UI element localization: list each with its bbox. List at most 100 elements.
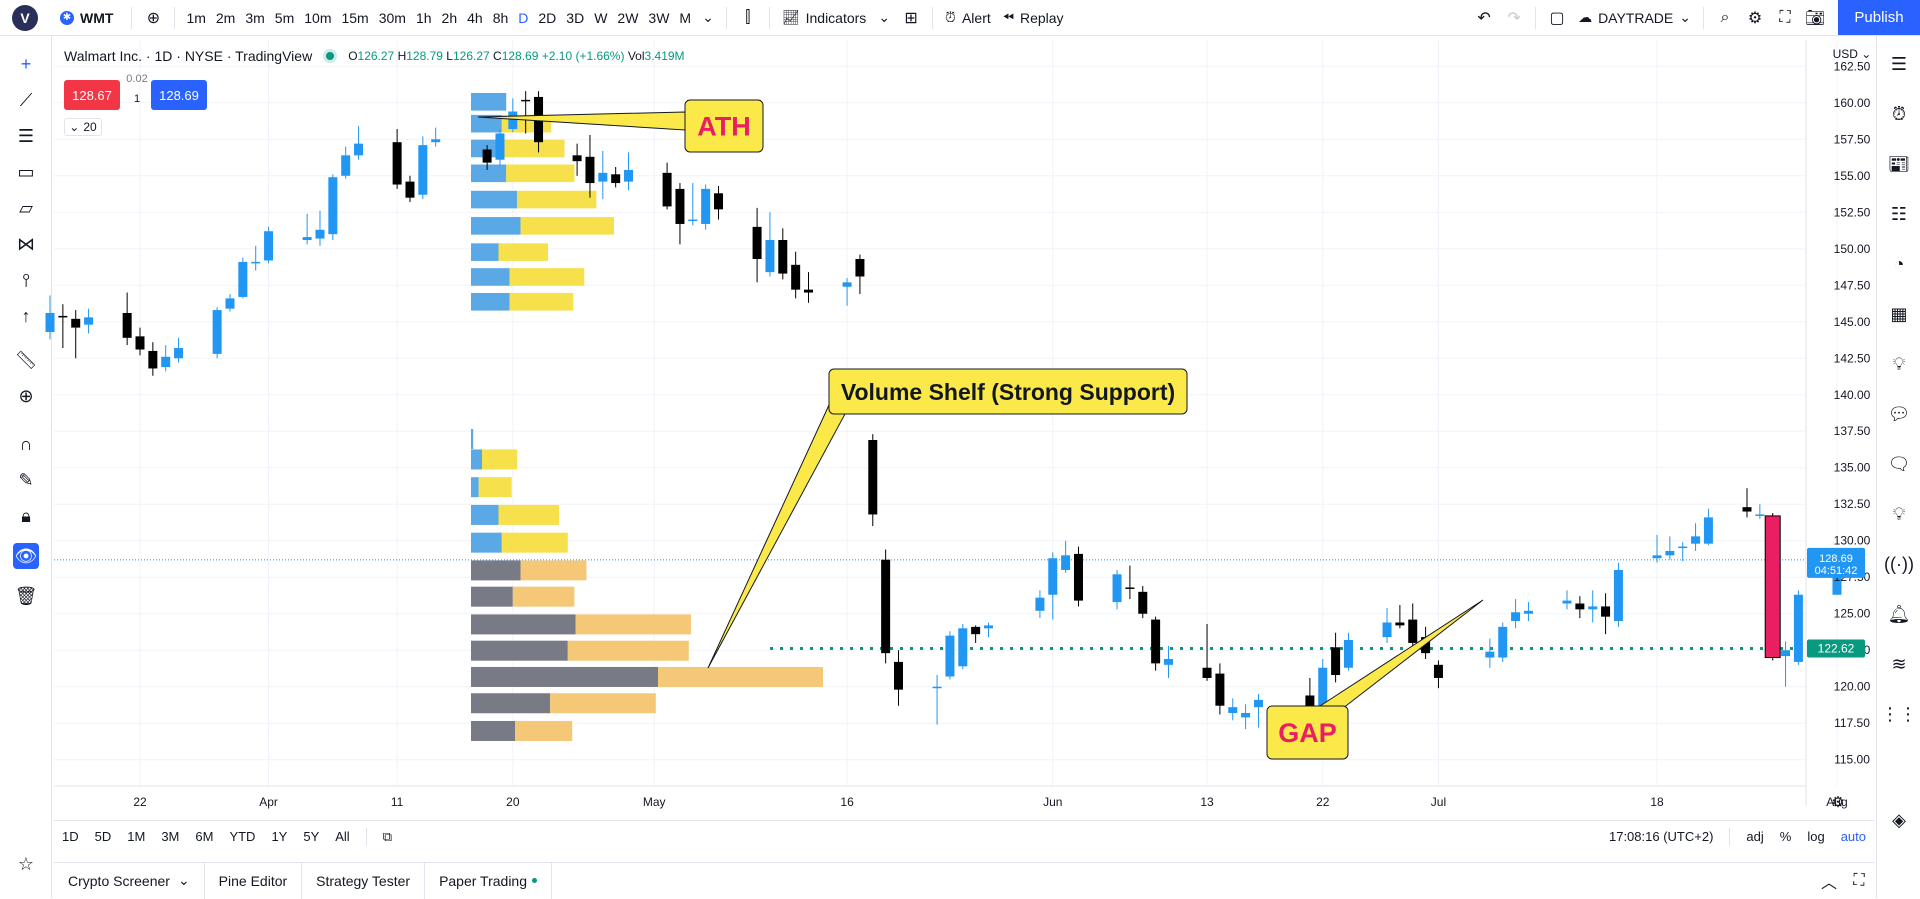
layers-icon[interactable]: ◈: [1892, 809, 1906, 830]
interval-1h[interactable]: 1h: [415, 9, 432, 26]
indicators-dropdown-icon[interactable]: ⌄: [878, 9, 891, 25]
dom-icon[interactable]: ⋮⋮: [1881, 703, 1917, 724]
camera-icon[interactable]: 📷︎: [1804, 9, 1826, 27]
scale-option-adj[interactable]: adj: [1746, 829, 1764, 844]
chats-icon[interactable]: 💬︎: [1887, 403, 1911, 424]
range-1y[interactable]: 1Y: [271, 829, 288, 844]
prediction-icon[interactable]: ⫯: [22, 269, 30, 290]
scale-option-percent[interactable]: %: [1779, 829, 1792, 844]
separator: [725, 6, 727, 29]
tab-pine-editor[interactable]: Pine Editor: [205, 862, 303, 899]
interval-2h[interactable]: 2h: [441, 9, 458, 26]
indicators-button[interactable]: 📈︎ Indicators: [776, 4, 872, 32]
interval-1m[interactable]: 1m: [186, 9, 206, 26]
interval-m[interactable]: M: [679, 9, 692, 26]
interval-4h[interactable]: 4h: [467, 9, 483, 26]
range-5y[interactable]: 5Y: [303, 829, 320, 844]
news-icon[interactable]: 📰︎: [1887, 153, 1911, 174]
redo-icon[interactable]: ↷: [1507, 9, 1521, 27]
star-icon[interactable]: ☆: [17, 853, 35, 874]
templates-icon[interactable]: ⊞: [904, 9, 918, 27]
ideas-bulb-icon[interactable]: 💡︎: [1892, 353, 1906, 374]
buy-button[interactable]: 128.69: [151, 80, 207, 110]
interval-3w[interactable]: 3W: [648, 9, 670, 26]
interval-2m[interactable]: 2m: [215, 9, 236, 26]
expand-icon[interactable]: ⛶: [1779, 8, 1791, 26]
chevron-down-icon: ⌄: [69, 120, 80, 134]
interval-5m[interactable]: 5m: [274, 9, 295, 26]
hide-drawings-icon[interactable]: 👁︎: [13, 543, 39, 569]
data-window-icon[interactable]: ◔: [1893, 253, 1905, 274]
clock-timezone[interactable]: 17:08:16 (UTC+2): [1608, 829, 1714, 844]
range-3m[interactable]: 3M: [161, 829, 180, 844]
trend-line-icon[interactable]: ⟋: [19, 89, 33, 110]
compare-add-icon[interactable]: ⊕: [146, 9, 161, 27]
calendar-icon[interactable]: ▦: [1890, 303, 1908, 324]
user-avatar[interactable]: V: [12, 4, 38, 31]
hotlist-icon[interactable]: ☷: [1890, 203, 1908, 224]
pattern-icon[interactable]: ⋈: [17, 233, 35, 254]
interval-8h[interactable]: 8h: [492, 9, 509, 26]
interval-w[interactable]: W: [594, 9, 608, 26]
goto-date-icon[interactable]: ⧉: [382, 828, 392, 844]
legend-title[interactable]: Walmart Inc. · 1D · NYSE · TradingView: [64, 48, 313, 64]
interval-2w[interactable]: 2W: [617, 9, 639, 26]
interval-d[interactable]: D: [518, 9, 529, 26]
volume-profile-bar-up: [471, 449, 482, 470]
tab-strategy-tester[interactable]: Strategy Tester: [302, 862, 426, 899]
maximize-panel-icon[interactable]: ⛶: [1853, 871, 1865, 889]
ruler-icon[interactable]: 📏︎: [14, 349, 38, 370]
replay-button[interactable]: ⏪︎ Replay: [997, 4, 1070, 32]
range-1d[interactable]: 1D: [62, 829, 79, 844]
scale-option-log[interactable]: log: [1807, 829, 1825, 844]
magnet-icon[interactable]: ∩: [19, 433, 33, 454]
ohlc-values: O126.27 H128.79 L126.27 C128.69 +2.10 (+…: [348, 49, 684, 63]
arrow-up-icon[interactable]: ↑: [21, 305, 31, 326]
interval-30m[interactable]: 30m: [378, 9, 406, 26]
streams-icon[interactable]: 🗨︎: [1887, 453, 1911, 474]
broadcast-icon[interactable]: ((·)): [1884, 553, 1914, 574]
range-ytd[interactable]: YTD: [229, 829, 256, 844]
text-annotation-icon[interactable]: ▱: [19, 197, 33, 218]
interval-10m[interactable]: 10m: [304, 9, 332, 26]
interval-dropdown-icon[interactable]: ⌄: [702, 9, 714, 25]
price-tick-label: 140.00: [1834, 388, 1871, 402]
fib-retracement-icon[interactable]: ☰: [17, 125, 35, 146]
stay-drawing-icon[interactable]: ✎: [18, 469, 34, 490]
lock-icon[interactable]: 🔒︎: [21, 505, 31, 526]
undo-icon[interactable]: ↶: [1477, 9, 1491, 27]
tab-paper-trading[interactable]: Paper Trading: [425, 862, 553, 899]
alerts-clock-icon[interactable]: ⏰︎: [1891, 103, 1907, 124]
watchlist-icon[interactable]: ☰: [1890, 53, 1908, 74]
publish-button[interactable]: Publish: [1838, 0, 1920, 35]
symbol-search[interactable]: ✱ WMT: [48, 10, 125, 26]
interval-3m[interactable]: 3m: [245, 9, 265, 26]
range-1m[interactable]: 1M: [127, 829, 146, 844]
idea-stream-icon[interactable]: 💡︎: [1892, 503, 1906, 524]
interval-2d[interactable]: 2D: [538, 9, 557, 26]
trash-icon[interactable]: 🗑︎: [14, 585, 38, 606]
candle-body: [302, 237, 312, 241]
alert-button[interactable]: ⏰︎ Alert: [939, 4, 997, 32]
range-6m[interactable]: 6M: [195, 829, 214, 844]
interval-15m[interactable]: 15m: [341, 9, 369, 26]
scale-option-auto[interactable]: auto: [1840, 829, 1866, 844]
fullscreen-layout-icon[interactable]: ▢: [1549, 9, 1565, 27]
legend-collapse-button[interactable]: ⌄ 20: [64, 118, 102, 136]
candle-style-icon[interactable]: ⫿: [745, 8, 751, 26]
gear-icon[interactable]: ⚙: [1747, 9, 1763, 27]
order-panel-icon[interactable]: ≋: [1891, 653, 1907, 674]
interval-3d[interactable]: 3D: [566, 9, 585, 26]
notifications-bell-icon[interactable]: 🔔︎: [1887, 603, 1911, 624]
tab-crypto-screener[interactable]: Crypto Screener ⌄: [54, 862, 205, 899]
rectangle-icon[interactable]: ▭: [17, 161, 35, 182]
collapse-panel-icon[interactable]: ︿: [1820, 874, 1837, 892]
range-all[interactable]: All: [335, 829, 350, 844]
zoom-in-icon[interactable]: ⊕: [18, 385, 34, 406]
search-icon[interactable]: ⌕: [1720, 8, 1730, 26]
sell-button[interactable]: 128.67: [64, 80, 120, 110]
range-5d[interactable]: 5D: [94, 829, 112, 844]
crosshair-icon[interactable]: +: [20, 53, 32, 74]
layout-switcher[interactable]: ☁︎ DAYTRADE ⌄: [1572, 4, 1697, 32]
